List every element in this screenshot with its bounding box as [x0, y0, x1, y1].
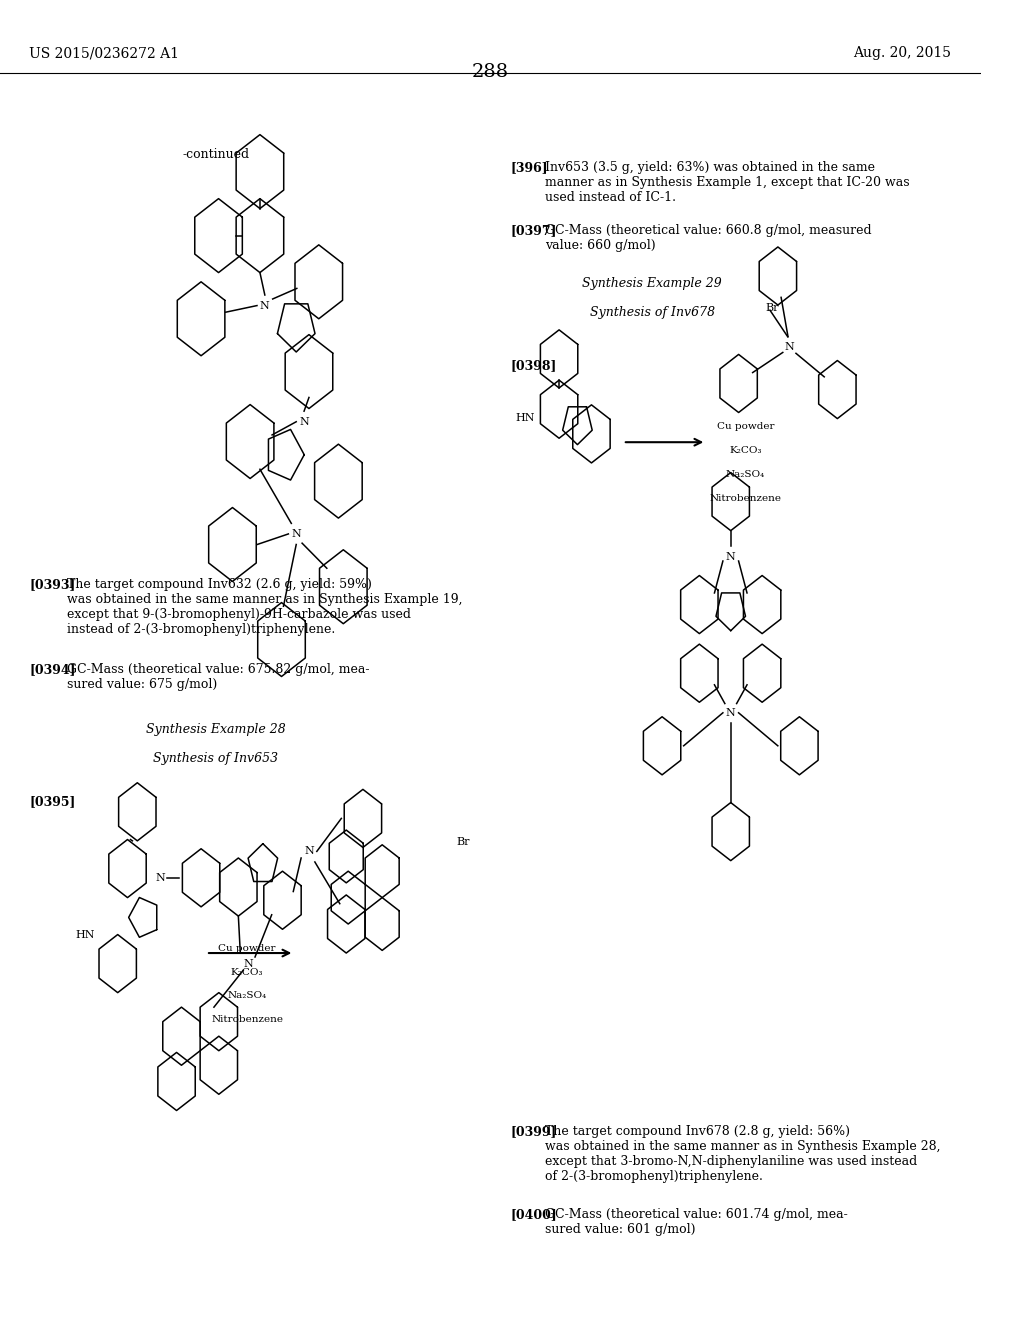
Text: Na₂SO₄: Na₂SO₄ [227, 991, 267, 1001]
Text: [0400]: [0400] [510, 1208, 557, 1221]
Text: HN: HN [516, 413, 536, 422]
Text: K₂CO₃: K₂CO₃ [729, 446, 762, 455]
Text: US 2015/0236272 A1: US 2015/0236272 A1 [30, 46, 179, 61]
Text: Aug. 20, 2015: Aug. 20, 2015 [853, 46, 951, 61]
Text: The target compound Inv678 (2.8 g, yield: 56%)
was obtained in the same manner a: The target compound Inv678 (2.8 g, yield… [546, 1125, 941, 1183]
Text: Na₂SO₄: Na₂SO₄ [726, 470, 765, 479]
Text: N: N [155, 873, 165, 883]
Text: Synthesis of Inv678: Synthesis of Inv678 [590, 306, 715, 319]
Text: Synthesis of Inv653: Synthesis of Inv653 [154, 752, 279, 766]
Text: N: N [304, 846, 313, 857]
Text: N: N [260, 301, 269, 310]
Text: N: N [726, 708, 735, 718]
Text: Cu powder: Cu powder [717, 422, 774, 432]
Text: HN: HN [76, 929, 95, 940]
Text: N: N [784, 342, 795, 352]
Text: [0399]: [0399] [510, 1125, 556, 1138]
Text: Br: Br [456, 837, 470, 847]
Text: [0395]: [0395] [30, 795, 76, 808]
Text: [0393]: [0393] [30, 578, 76, 591]
Text: 288: 288 [472, 63, 509, 82]
Text: Cu powder: Cu powder [218, 944, 275, 953]
Text: Nitrobenzene: Nitrobenzene [211, 1015, 284, 1024]
Text: N: N [244, 958, 253, 969]
Text: [0398]: [0398] [510, 359, 556, 372]
Text: N: N [299, 417, 309, 426]
Text: Synthesis Example 28: Synthesis Example 28 [145, 723, 286, 737]
Text: [0397]: [0397] [510, 224, 557, 238]
Text: -continued: -continued [182, 148, 250, 161]
Text: Br: Br [765, 302, 778, 313]
Text: Nitrobenzene: Nitrobenzene [710, 494, 781, 503]
Text: Synthesis Example 29: Synthesis Example 29 [583, 277, 722, 290]
Text: GC-Mass (theoretical value: 660.8 g/mol, measured
value: 660 g/mol): GC-Mass (theoretical value: 660.8 g/mol,… [546, 224, 872, 252]
Text: N: N [292, 529, 301, 539]
Text: Inv653 (3.5 g, yield: 63%) was obtained in the same
manner as in Synthesis Examp: Inv653 (3.5 g, yield: 63%) was obtained … [546, 161, 910, 205]
Text: [396]: [396] [510, 161, 548, 174]
Text: N: N [726, 552, 735, 562]
Text: GC-Mass (theoretical value: 675.82 g/mol, mea-
sured value: 675 g/mol): GC-Mass (theoretical value: 675.82 g/mol… [67, 663, 370, 690]
Text: [0394]: [0394] [30, 663, 76, 676]
Text: The target compound Inv632 (2.6 g, yield: 59%)
was obtained in the same manner a: The target compound Inv632 (2.6 g, yield… [67, 578, 462, 636]
Text: K₂CO₃: K₂CO₃ [231, 968, 263, 977]
Text: GC-Mass (theoretical value: 601.74 g/mol, mea-
sured value: 601 g/mol): GC-Mass (theoretical value: 601.74 g/mol… [546, 1208, 848, 1236]
